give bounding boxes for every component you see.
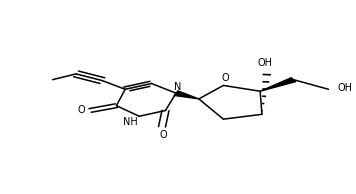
Text: OH: OH	[258, 58, 273, 68]
Text: NH: NH	[123, 117, 137, 127]
Text: OH: OH	[337, 83, 352, 93]
Text: O: O	[77, 106, 85, 115]
Polygon shape	[260, 78, 296, 91]
Text: O: O	[160, 130, 168, 140]
Text: N: N	[174, 82, 182, 92]
Text: O: O	[221, 73, 229, 83]
Polygon shape	[174, 91, 199, 99]
